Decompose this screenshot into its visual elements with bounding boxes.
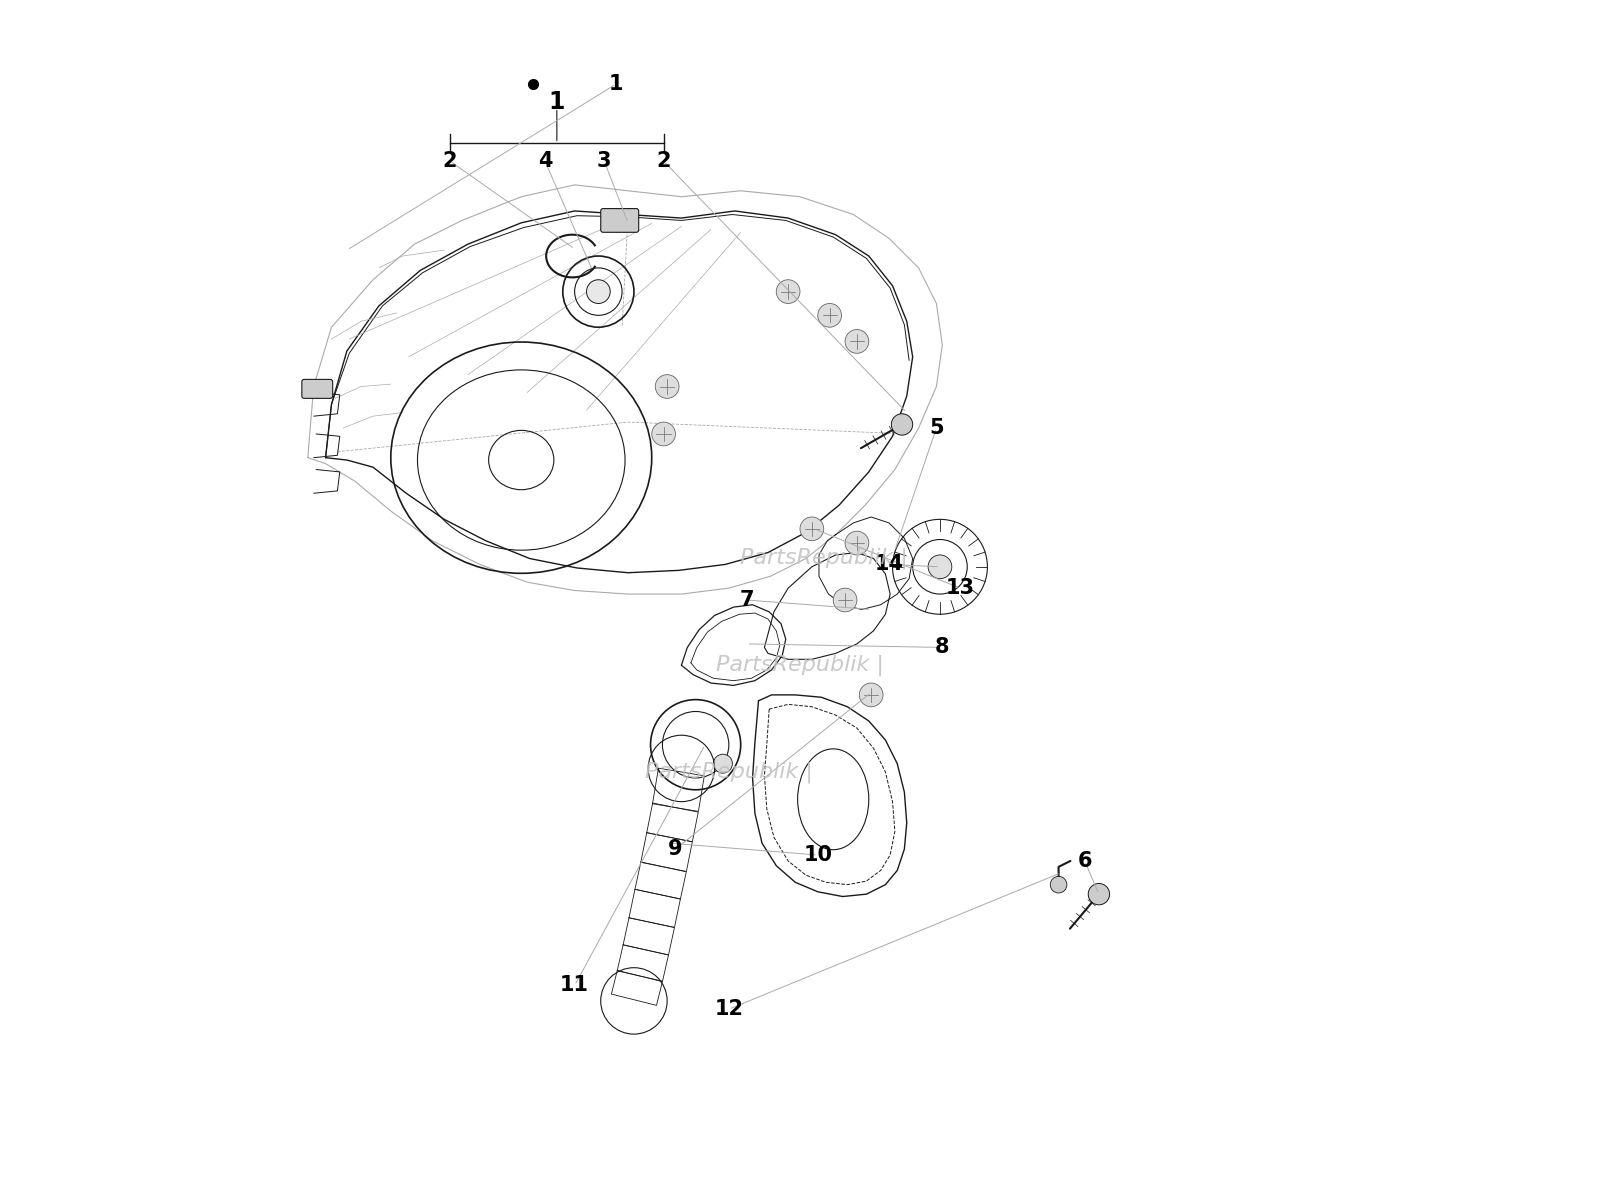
Text: 7: 7 xyxy=(739,590,754,610)
FancyBboxPatch shape xyxy=(302,379,333,398)
Text: 2: 2 xyxy=(443,151,458,172)
Text: 4: 4 xyxy=(538,151,552,172)
Circle shape xyxy=(1050,876,1067,893)
Text: PartsRepublik |: PartsRepublik | xyxy=(717,654,883,676)
FancyBboxPatch shape xyxy=(600,209,638,233)
Circle shape xyxy=(834,588,858,612)
Circle shape xyxy=(845,330,869,353)
Text: 5: 5 xyxy=(930,418,944,438)
Text: 3: 3 xyxy=(597,151,611,172)
Text: 8: 8 xyxy=(934,637,949,658)
Circle shape xyxy=(776,280,800,304)
Circle shape xyxy=(656,374,678,398)
Circle shape xyxy=(651,422,675,446)
Text: PartsRepublik |: PartsRepublik | xyxy=(645,761,813,782)
Circle shape xyxy=(891,414,912,436)
Circle shape xyxy=(800,517,824,541)
Circle shape xyxy=(714,754,733,773)
Text: 1: 1 xyxy=(610,74,624,94)
Text: 1: 1 xyxy=(549,90,565,114)
Circle shape xyxy=(859,683,883,707)
Circle shape xyxy=(587,280,610,304)
Text: PartsRepublik |: PartsRepublik | xyxy=(739,547,907,569)
Circle shape xyxy=(928,554,952,578)
Text: 9: 9 xyxy=(669,839,683,859)
Circle shape xyxy=(845,532,869,554)
Text: 2: 2 xyxy=(656,151,670,172)
Text: 13: 13 xyxy=(946,578,974,598)
Text: 6: 6 xyxy=(1077,851,1091,871)
Circle shape xyxy=(1088,883,1109,905)
Circle shape xyxy=(818,304,842,328)
Text: 12: 12 xyxy=(714,1000,744,1019)
Text: 10: 10 xyxy=(803,845,832,865)
Text: 11: 11 xyxy=(560,976,589,996)
Text: 14: 14 xyxy=(875,554,904,575)
